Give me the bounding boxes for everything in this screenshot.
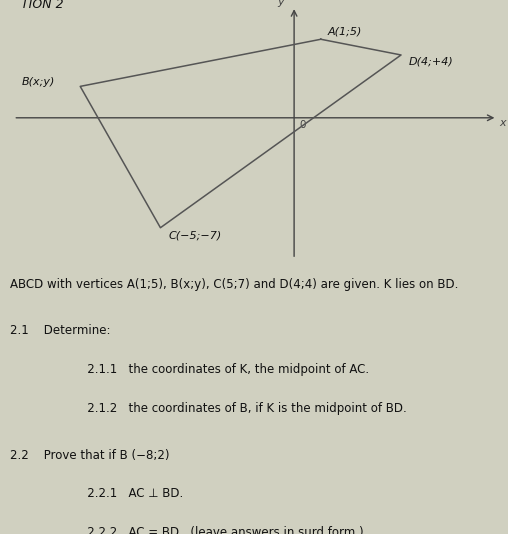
Text: C(−5;−7): C(−5;−7) [169,231,221,241]
Text: B(x;y): B(x;y) [21,77,55,87]
Text: x: x [499,119,506,129]
Text: ABCD with vertices A(1;5), B(x;y), C(5;7) and D(4;4) are given. K lies on BD.: ABCD with vertices A(1;5), B(x;y), C(5;7… [10,278,459,290]
Text: D(4;+4): D(4;+4) [409,57,454,66]
Text: 2.2.2   AC = BD   (leave answers in surd form.): 2.2.2 AC = BD (leave answers in surd for… [61,526,364,534]
Text: 0: 0 [299,120,306,130]
Text: 2.2    Prove that if B (−8;2): 2.2 Prove that if B (−8;2) [10,449,170,461]
Text: 2.1.2   the coordinates of B, if K is the midpoint of BD.: 2.1.2 the coordinates of B, if K is the … [61,402,407,415]
Text: 2.1.1   the coordinates of K, the midpoint of AC.: 2.1.1 the coordinates of K, the midpoint… [61,363,369,376]
Text: 2.2.1   AC ⊥ BD.: 2.2.1 AC ⊥ BD. [61,488,183,500]
Text: y: y [277,0,284,7]
Text: 2.1    Determine:: 2.1 Determine: [10,325,111,337]
Text: A(1;5): A(1;5) [328,27,362,36]
Text: TION 2: TION 2 [21,0,64,11]
